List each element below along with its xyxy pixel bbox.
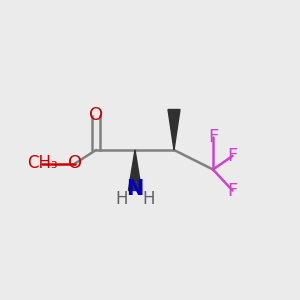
Text: F: F: [227, 182, 238, 200]
Text: N: N: [126, 179, 144, 199]
Text: H: H: [142, 190, 155, 208]
Text: F: F: [208, 128, 218, 146]
Text: O: O: [89, 106, 103, 124]
Text: F: F: [227, 147, 238, 165]
Polygon shape: [128, 150, 142, 190]
Polygon shape: [168, 110, 180, 150]
Text: O: O: [68, 154, 82, 172]
Text: H: H: [115, 190, 128, 208]
Text: CH₃: CH₃: [27, 154, 57, 172]
